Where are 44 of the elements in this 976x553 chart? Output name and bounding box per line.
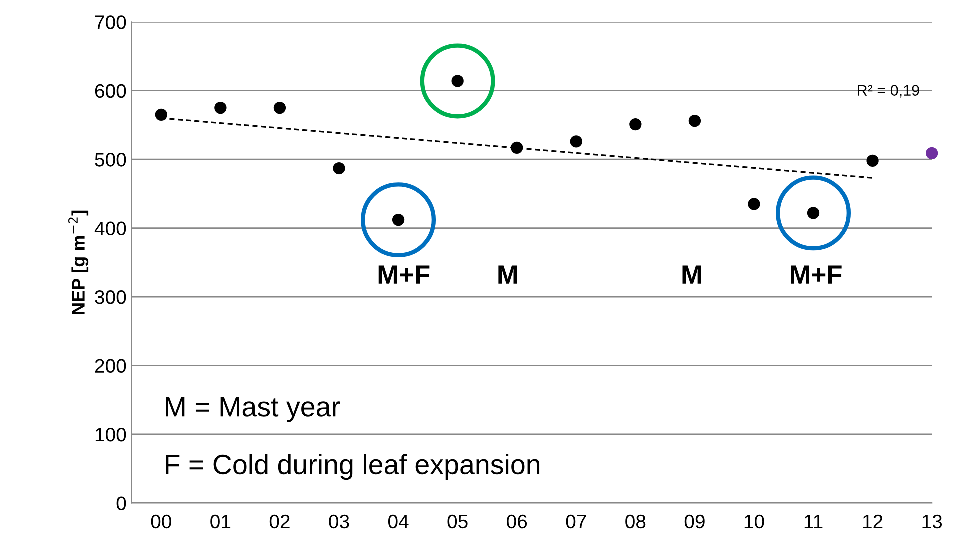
- x-tick-label: 07: [566, 514, 586, 529]
- annotation: R² = 0,19: [858, 85, 920, 98]
- y-tick-label: 500: [95, 153, 126, 167]
- point: [866, 154, 879, 168]
- point: [155, 108, 168, 121]
- y-tick-label: 0: [116, 496, 126, 510]
- x-tick-label: 03: [329, 514, 350, 529]
- point: [570, 136, 582, 148]
- annotation: M: [498, 266, 518, 284]
- annotation: M+F: [791, 266, 842, 284]
- point: [748, 198, 760, 210]
- x-tick-label: 13: [922, 514, 942, 529]
- point: [630, 118, 642, 131]
- point: [511, 142, 524, 154]
- point: [452, 75, 464, 88]
- x-tick-label: 00: [151, 514, 172, 529]
- point: [807, 207, 820, 220]
- x-tick-label: 02: [270, 514, 290, 529]
- x-tick-label: 11: [804, 515, 823, 528]
- x-tick-label: 12: [863, 514, 883, 528]
- x-tick-label: 08: [626, 514, 646, 529]
- y-tick-label: 700: [95, 16, 126, 30]
- x-tick-label: 04: [388, 514, 409, 529]
- point: [926, 147, 938, 160]
- point: [333, 162, 346, 175]
- x-tick-label: 09: [684, 514, 705, 529]
- point: [392, 214, 405, 226]
- x-tick-label: 05: [448, 514, 468, 529]
- annotation: F = Cold during leaf expansion: [166, 454, 540, 480]
- x-tick-label: 10: [744, 514, 764, 529]
- annotation: M+F: [378, 266, 430, 284]
- y-tick-label: 400: [94, 222, 126, 236]
- x-tick-label: 06: [507, 514, 528, 529]
- y-tick-label: 300: [95, 290, 126, 304]
- y-tick-label: 100: [96, 428, 126, 442]
- point: [688, 115, 702, 128]
- y-tick-label: 600: [95, 84, 126, 98]
- point: [214, 102, 227, 114]
- annotation: M = Mast year: [166, 397, 340, 422]
- x-tick-label: 01: [210, 514, 231, 529]
- y-tick-label: 200: [95, 359, 126, 374]
- y-axis-title: NEP [g m$^{−2}$]: [68, 210, 89, 314]
- point: [274, 102, 286, 114]
- annotation: M: [682, 266, 702, 284]
